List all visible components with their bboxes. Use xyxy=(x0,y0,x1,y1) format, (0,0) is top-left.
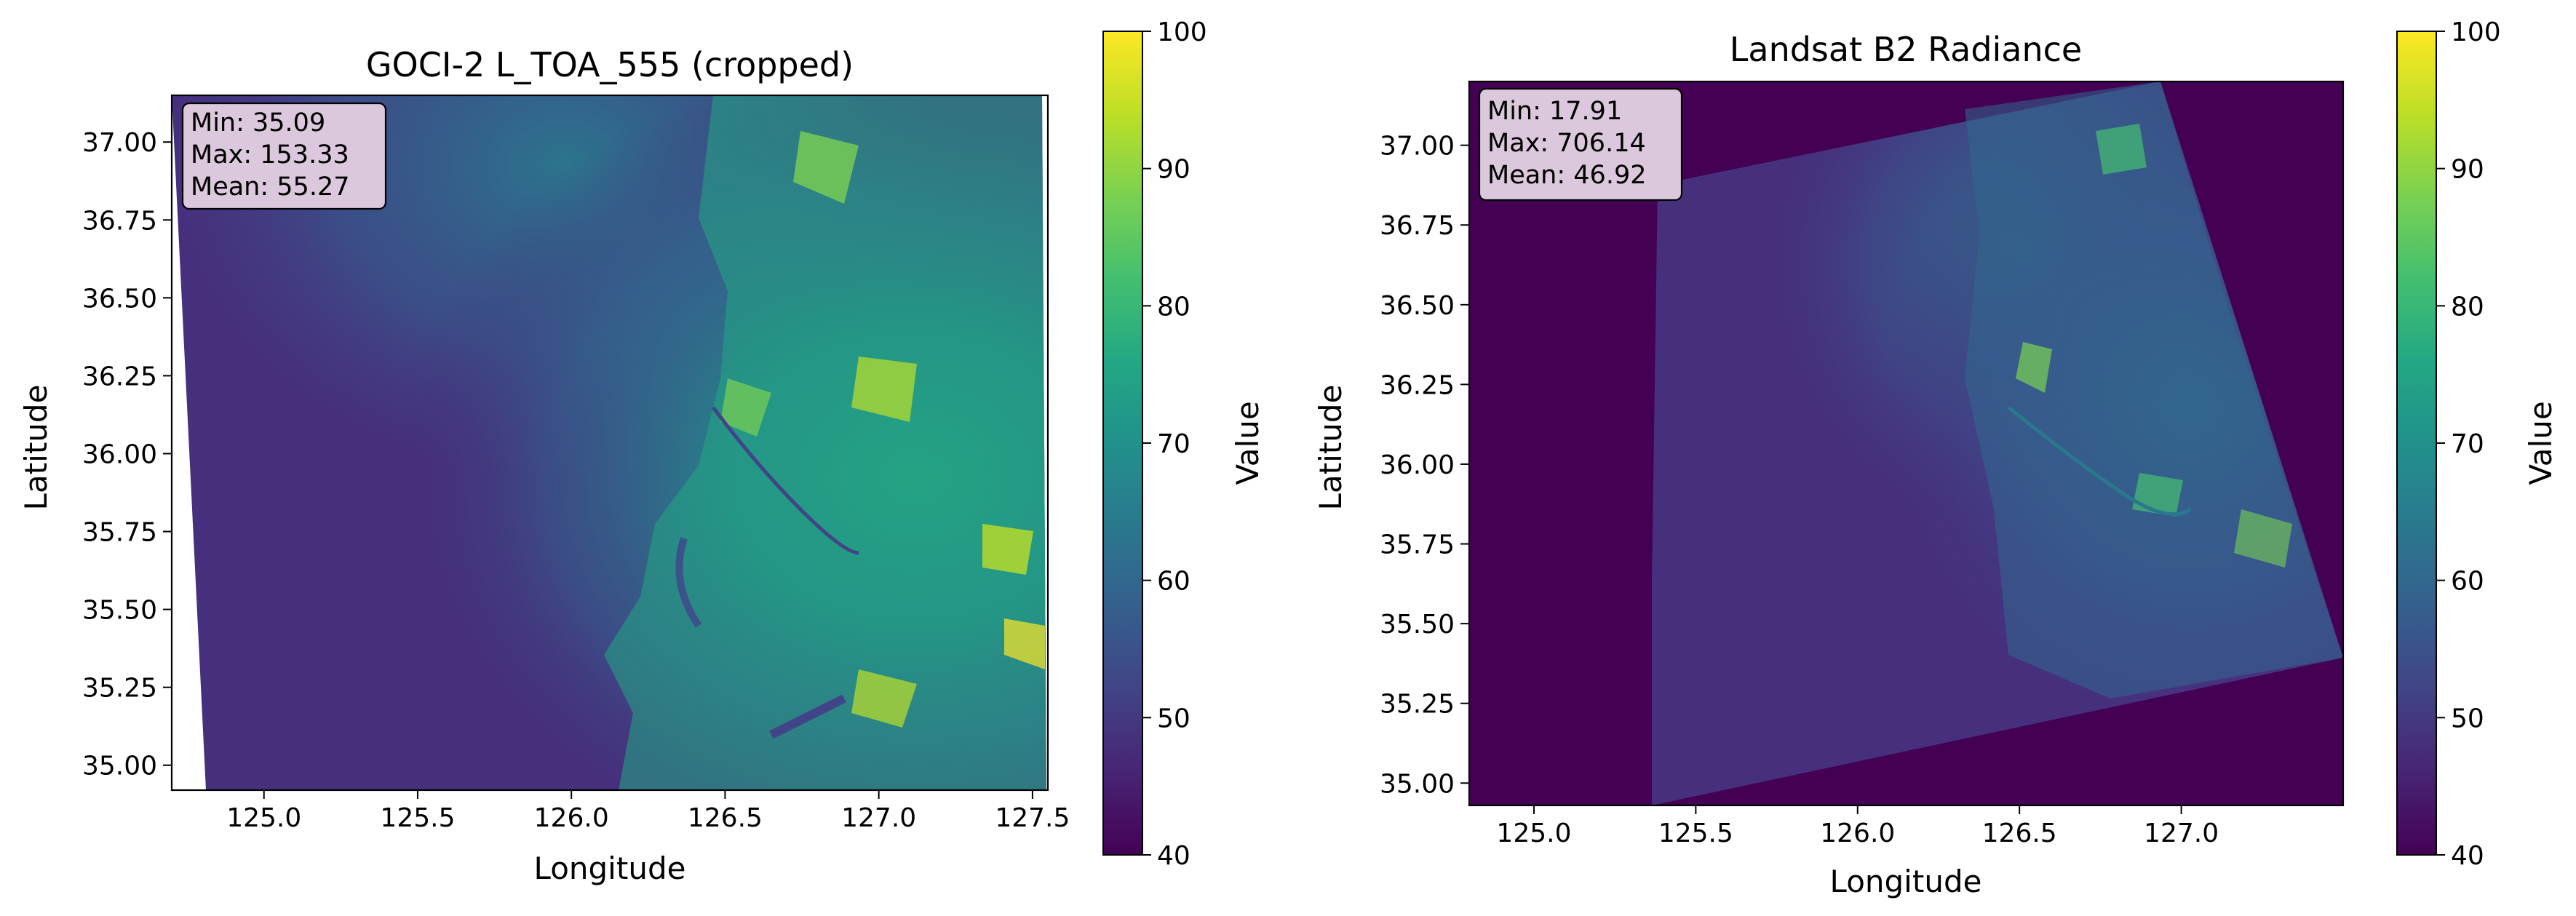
y-tick-label: 35.50 xyxy=(1380,610,1455,640)
colorbar-gradient xyxy=(1102,31,1143,856)
colorbar-tick-label: 80 xyxy=(1157,292,1190,322)
goci-chart-panel: GOCI-2 L_TOA_555 (cropped) Min: 35.09 Ma… xyxy=(18,17,1265,886)
plot-frame xyxy=(170,94,1049,792)
stats-box: Min: 35.09 Max: 153.33 Mean: 55.27 xyxy=(181,102,387,210)
y-tick-label: 35.75 xyxy=(1380,530,1455,560)
stats-min: Min: 35.09 xyxy=(191,108,325,138)
y-tick-label: 35.25 xyxy=(82,674,157,704)
colorbar-tick-label: 40 xyxy=(2451,841,2484,871)
y-tick-label: 35.25 xyxy=(1380,690,1455,720)
x-tick-label: 127.0 xyxy=(841,803,916,833)
colorbar-tick-label: 50 xyxy=(2451,704,2484,733)
chart-title: GOCI-2 L_TOA_555 (cropped) xyxy=(366,45,854,84)
colorbar-tick-label: 70 xyxy=(2451,429,2484,459)
colorbar-tick-label: 70 xyxy=(1157,429,1190,459)
stats-mean: Mean: 55.27 xyxy=(191,172,349,202)
x-axis-label: Longitude xyxy=(1830,864,1982,899)
heatmap-image xyxy=(172,95,1048,790)
x-tick-label: 125.0 xyxy=(1496,819,1571,848)
y-tick-label: 36.75 xyxy=(1380,211,1455,241)
x-tick-label: 125.0 xyxy=(226,803,301,833)
y-tick-label: 35.00 xyxy=(82,752,157,781)
colorbar-label: Value xyxy=(1230,401,1265,485)
y-tick-label: 36.75 xyxy=(82,206,157,236)
heatmap-image xyxy=(1469,81,2343,805)
x-tick-label: 126.0 xyxy=(534,803,609,833)
stats-max: Max: 706.14 xyxy=(1487,129,1646,158)
y-axis-ticks: 35.00 35.25 35.50 35.75 36.00 36.25 36.50 36.75… xyxy=(1380,132,1469,799)
x-axis-ticks: 125.0 125.5 126.0 126.5 127.0 xyxy=(1496,805,2219,848)
stats-max: Max: 153.33 xyxy=(191,140,349,170)
y-tick-label: 36.50 xyxy=(82,284,157,314)
stats-box: Min: 17.91 Max: 706.14 Mean: 46.92 xyxy=(1478,87,1683,202)
colorbar-tick-label: 90 xyxy=(2451,155,2484,185)
colorbar-ticks: 40 50 60 70 80 90 100 xyxy=(2436,17,2501,871)
colorbar: 40 50 60 70 80 90 100 Value xyxy=(1102,17,1265,871)
colorbar-tick-label: 90 xyxy=(1157,155,1190,185)
colorbar-tick-label: 80 xyxy=(2451,292,2484,322)
colorbar-label: Value xyxy=(2523,401,2559,485)
x-axis-label: Longitude xyxy=(534,851,686,886)
y-axis-ticks: 35.00 35.25 35.50 35.75 36.00 36.25 36.50 36.75… xyxy=(82,128,172,781)
colorbar-gradient xyxy=(2396,31,2437,856)
y-tick-label: 35.75 xyxy=(82,518,157,548)
y-axis-label: Latitude xyxy=(1313,385,1348,511)
plot-frame xyxy=(1468,80,2345,807)
x-tick-label: 125.5 xyxy=(380,803,455,833)
y-tick-label: 36.00 xyxy=(82,439,157,469)
x-tick-label: 127.5 xyxy=(995,803,1070,833)
colorbar-tick-label: 100 xyxy=(1157,17,1207,47)
landsat-chart-panel: Landsat B2 Radiance Min: 17.91 Max: 706.… xyxy=(1313,17,2559,899)
colorbar-tick-label: 40 xyxy=(1157,841,1190,871)
y-tick-label: 36.50 xyxy=(1380,291,1455,321)
y-axis-label: Latitude xyxy=(18,385,54,511)
colorbar-tick-label: 100 xyxy=(2451,17,2501,47)
x-tick-label: 126.5 xyxy=(1982,819,2057,848)
colorbar-tick-label: 50 xyxy=(1157,704,1190,733)
y-tick-label: 36.00 xyxy=(1380,450,1455,480)
x-tick-label: 127.0 xyxy=(2144,819,2219,848)
y-tick-label: 35.50 xyxy=(82,596,157,626)
colorbar: 40 50 60 70 80 90 100 Value xyxy=(2396,17,2559,871)
y-tick-label: 36.25 xyxy=(82,362,157,391)
chart-title: Landsat B2 Radiance xyxy=(1730,30,2082,69)
x-tick-label: 126.5 xyxy=(688,803,763,833)
y-tick-label: 35.00 xyxy=(1380,769,1455,799)
stats-mean: Mean: 46.92 xyxy=(1487,161,1646,190)
x-tick-label: 126.0 xyxy=(1820,819,1895,848)
x-tick-label: 125.5 xyxy=(1658,819,1733,848)
y-tick-label: 36.25 xyxy=(1380,370,1455,400)
colorbar-ticks: 40 50 60 70 80 90 100 xyxy=(1142,17,1207,871)
colorbar-tick-label: 60 xyxy=(2451,567,2484,597)
x-axis-ticks: 125.0 125.5 126.0 126.5 127.0 127.5 xyxy=(226,790,1070,833)
y-tick-label: 37.00 xyxy=(82,128,157,158)
colorbar-tick-label: 60 xyxy=(1157,567,1190,597)
stats-min: Min: 17.91 xyxy=(1487,97,1622,126)
y-tick-label: 37.00 xyxy=(1380,132,1455,162)
